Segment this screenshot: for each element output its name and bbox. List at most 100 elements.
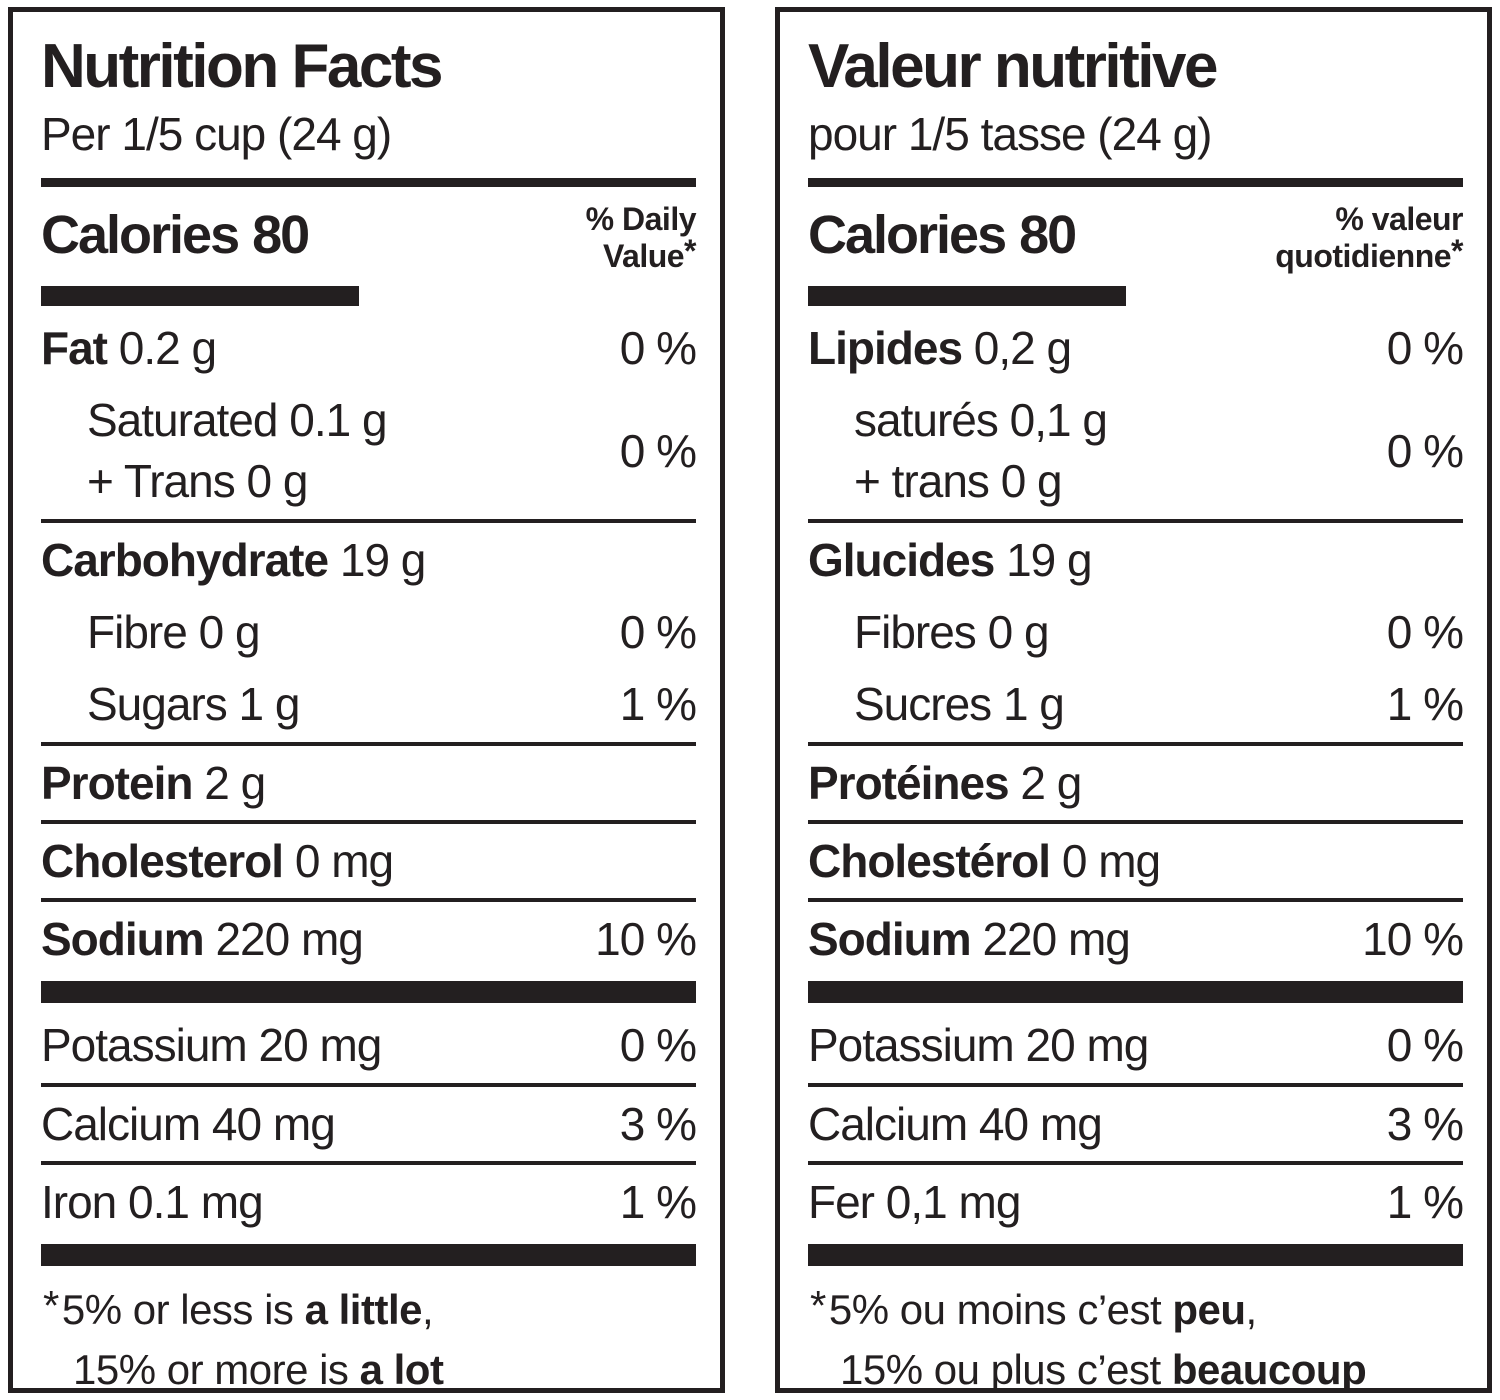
calories-group: Calories 80: [808, 199, 1077, 265]
nutrient-name: Calcium 40 mg: [41, 1097, 336, 1150]
divider: [808, 819, 1463, 824]
footnote-line2-bold: a lot: [359, 1345, 444, 1393]
percent-daily-value: 0 %: [619, 425, 697, 478]
percent-daily-value: 1 %: [619, 1176, 697, 1229]
daily-value-line1: % Daily: [585, 200, 697, 237]
daily-value-header: % Daily Value*: [585, 199, 697, 277]
nutrient-row: Potassium 20 mg 0 %: [808, 1009, 1464, 1081]
footnote-line1-end: ,: [1245, 1286, 1258, 1334]
serving-size: Per 1/5 cup (24 g): [41, 108, 392, 161]
footnote-line1-text: 5% ou moins c’est: [828, 1286, 1173, 1334]
footnote: *5% ou moins c’est peu, 15% ou plus c’es…: [810, 1280, 1463, 1393]
nutrition-panel-english: Nutrition Facts Per 1/5 cup (24 g) Calor…: [8, 7, 725, 1393]
calories-underline-bar: [41, 286, 359, 307]
nutrient-name: Carbohydrate: [41, 533, 329, 586]
calories-value: 80: [1019, 204, 1077, 265]
nutrient-row: Sodium 220 mg 10 %: [41, 903, 697, 975]
divider: [41, 741, 696, 746]
nutrient-label: Lipides 0,2 g: [808, 321, 1072, 375]
divider-thick: [808, 1244, 1463, 1267]
nutrient-name: Sugars 1 g: [87, 678, 300, 731]
nutrient-row: Sugars 1 g 1 %: [41, 668, 697, 740]
nutrient-name: Potassium 20 mg: [808, 1019, 1149, 1072]
divider-thick: [41, 1244, 696, 1267]
percent-daily-value: 0 %: [1386, 425, 1464, 478]
nutrient-name: Potassium 20 mg: [41, 1019, 382, 1072]
calories-label: Calories: [41, 204, 240, 265]
footnote-line2: 15% or more is a lot: [43, 1340, 444, 1393]
nutrient-rows: Lipides 0,2 g 0 % saturés 0,1 g + trans …: [808, 312, 1464, 1267]
percent-daily-value: 1 %: [1386, 1176, 1464, 1229]
percent-daily-value: 0 %: [619, 1019, 697, 1072]
nutrition-panel-french: Valeur nutritive pour 1/5 tasse (24 g) C…: [775, 7, 1492, 1393]
nutrient-label: Saturated 0.1 g + Trans 0 g: [41, 390, 388, 511]
divider-heavy: [41, 177, 696, 187]
nutrient-row: Potassium 20 mg 0 %: [41, 1009, 697, 1081]
percent-daily-value: 0 %: [1386, 1019, 1464, 1072]
percent-daily-value: 0 %: [1386, 606, 1464, 659]
percent-daily-value: 0 %: [619, 606, 697, 659]
nutrient-amount: 0 mg: [1050, 834, 1161, 887]
nutrient-name: Fibres 0 g: [854, 606, 1050, 659]
nutrient-row: Calcium 40 mg 3 %: [41, 1088, 697, 1160]
nutrient-label: Protein 2 g: [41, 756, 266, 810]
nutrient-name: Fibre 0 g: [87, 606, 261, 659]
nutrient-row: Iron 0.1 mg 1 %: [41, 1166, 697, 1238]
nutrient-label: Fat 0.2 g: [41, 321, 217, 375]
nutrient-amount: 19 g: [994, 533, 1093, 586]
footnote: *5% or less is a little, 15% or more is …: [43, 1280, 696, 1393]
nutrient-name: Fat: [41, 322, 108, 375]
calories-value: 80: [252, 204, 310, 265]
nutrient-name: Iron 0.1 mg: [41, 1176, 264, 1229]
nutrient-name: Cholestérol: [808, 834, 1051, 887]
nutrient-subitem: + trans 0 g: [854, 455, 1063, 508]
nutrient-amount: 220 mg: [203, 913, 363, 966]
nutrient-row: Lipides 0,2 g 0 %: [808, 312, 1464, 384]
nutrient-row: Cholestérol 0 mg: [808, 825, 1463, 897]
divider: [41, 819, 696, 824]
divider-heavy: [808, 177, 1463, 187]
nutrient-row: Carbohydrate 19 g: [41, 524, 696, 596]
percent-daily-value: 3 %: [1386, 1097, 1464, 1150]
nutrient-rows: Fat 0.2 g 0 % Saturated 0.1 g + Trans 0 …: [41, 312, 697, 1267]
divider: [41, 898, 696, 903]
nutrient-label: Glucides 19 g: [808, 533, 1093, 587]
divider: [808, 898, 1463, 903]
nutrient-name: Cholesterol: [41, 834, 284, 887]
divider: [41, 518, 696, 523]
nutrient-row: Sodium 220 mg 10 %: [808, 903, 1464, 975]
nutrient-amount: 0.2 g: [107, 322, 217, 375]
footnote-line1-bold: peu: [1172, 1286, 1246, 1334]
footnote-line2-text: 15% or more is: [73, 1345, 360, 1393]
nutrient-label: Sodium 220 mg: [41, 912, 364, 966]
footnote-star: *: [810, 1282, 826, 1330]
divider: [808, 741, 1463, 746]
footnote-line1-text: 5% or less is: [61, 1286, 305, 1334]
footnote-line2-text: 15% ou plus c’est: [840, 1345, 1172, 1393]
percent-daily-value: 10 %: [1362, 913, 1464, 966]
nutrient-row: Fibre 0 g 0 %: [41, 596, 697, 668]
footnote-star: *: [43, 1282, 59, 1330]
nutrient-name: Protéines: [808, 756, 1010, 809]
nutrient-row: Protéines 2 g: [808, 747, 1463, 819]
nutrient-row: Cholesterol 0 mg: [41, 825, 696, 897]
nutrient-label: Carbohydrate 19 g: [41, 533, 426, 587]
panel-title: Valeur nutritive: [808, 32, 1218, 101]
percent-daily-value: 0 %: [1386, 322, 1464, 375]
footnote-line2: 15% ou plus c’est beaucoup: [810, 1340, 1367, 1393]
nutrient-name: Glucides: [808, 533, 995, 586]
serving-size: pour 1/5 tasse (24 g): [808, 108, 1212, 161]
nutrient-name: Sodium: [41, 913, 205, 966]
nutrient-row: Protein 2 g: [41, 747, 696, 819]
nutrient-row: Fat 0.2 g 0 %: [41, 312, 697, 384]
daily-value-line2: Value: [602, 238, 685, 275]
daily-value-line1: % valeur: [1335, 200, 1463, 237]
calories-group: Calories 80: [41, 199, 310, 265]
nutrient-label: Sodium 220 mg: [808, 912, 1131, 966]
footnote-reference-star: *: [1451, 233, 1463, 270]
nutrient-subitem: Saturated 0.1 g: [87, 394, 388, 447]
nutrient-amount: 0 mg: [283, 834, 394, 887]
nutrient-name: Fer 0,1 mg: [808, 1176, 1021, 1229]
percent-daily-value: 10 %: [595, 913, 697, 966]
